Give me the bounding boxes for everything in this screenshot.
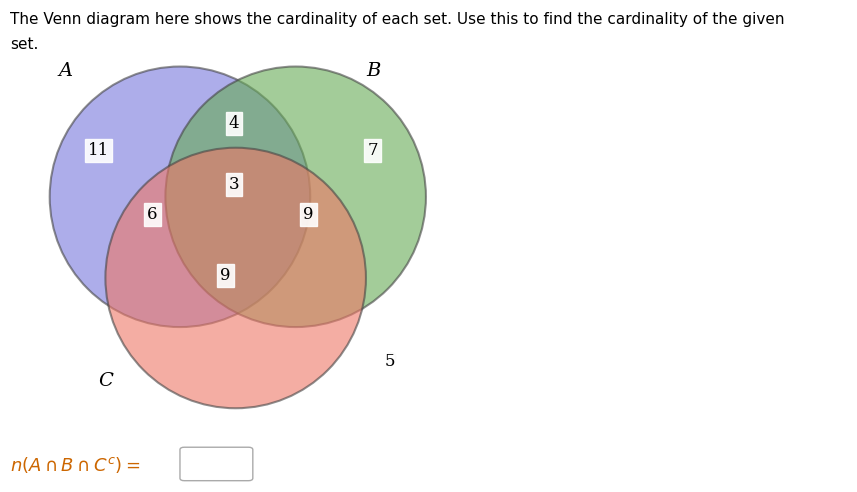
Text: 3: 3 — [229, 176, 239, 193]
Text: 7: 7 — [368, 142, 378, 158]
Text: 9: 9 — [303, 206, 314, 222]
Text: 9: 9 — [220, 267, 231, 284]
Text: C: C — [99, 372, 113, 390]
FancyBboxPatch shape — [180, 447, 253, 481]
Ellipse shape — [105, 148, 366, 408]
Text: 5: 5 — [385, 353, 395, 370]
Text: 6: 6 — [147, 206, 158, 222]
Text: B: B — [367, 62, 381, 80]
Text: A: A — [58, 62, 72, 80]
Ellipse shape — [50, 66, 310, 327]
Text: The Venn diagram here shows the cardinality of each set. Use this to find the ca: The Venn diagram here shows the cardinal… — [10, 12, 785, 27]
Text: 11: 11 — [88, 142, 109, 158]
Ellipse shape — [165, 66, 426, 327]
Text: $n(A \cap B \cap C^c) =$: $n(A \cap B \cap C^c) =$ — [10, 455, 141, 475]
Text: set.: set. — [10, 37, 39, 52]
Text: 4: 4 — [229, 116, 239, 132]
Text: ⚲: ⚲ — [384, 351, 398, 369]
